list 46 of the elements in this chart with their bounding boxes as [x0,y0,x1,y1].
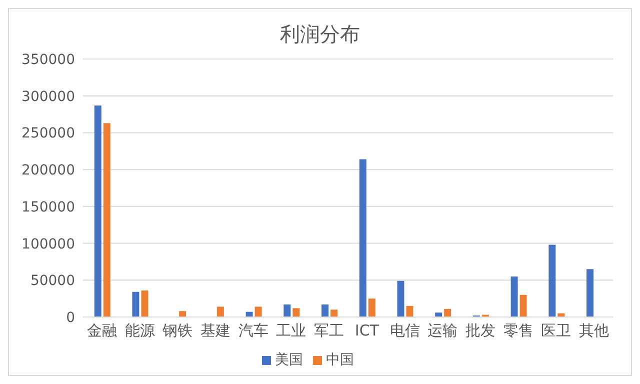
x-tick-label: 金融 [86,322,117,340]
bar [141,290,148,317]
y-tick-label: 250000 [22,126,75,142]
bar [292,308,300,317]
bar [444,308,452,317]
bar [435,312,442,317]
x-tick-label: 基建 [200,322,230,340]
bar [406,306,414,317]
x-tick-label: 能源 [124,322,155,340]
bar [179,311,186,317]
y-tick-label: 100000 [22,236,75,252]
bar [368,298,376,317]
bar [132,292,140,317]
bar [322,304,328,317]
chart-title: 利润分布 [279,21,361,48]
bar [510,276,518,317]
x-tick-label: 零售 [503,322,534,340]
x-tick-label: 军工 [314,322,344,340]
bar [103,123,110,317]
bar [548,244,556,317]
y-tick-label: 300000 [22,88,75,105]
y-tick-label: 0 [66,310,75,326]
y-tick-label: 150000 [22,199,75,216]
bar [520,294,527,317]
bar [330,310,338,317]
bar [397,280,404,317]
x-tick-label: 电信 [390,322,420,340]
bar [586,269,594,317]
y-tick-label: 350000 [22,52,75,68]
legend-label: 美国 [275,352,303,368]
bar [254,306,262,317]
x-tick-label: 批发 [466,322,496,340]
x-tick-label: 运输 [428,322,458,340]
x-tick-label: 其他 [579,322,610,340]
bar [94,105,102,317]
bar [359,159,366,317]
y-tick-label: 50000 [30,273,75,290]
x-tick-label: 钢铁 [162,322,193,340]
x-tick-label: 医卫 [541,322,572,340]
y-tick-label: 200000 [22,162,75,179]
x-tick-label: 工业 [276,322,306,340]
bar [216,306,224,317]
x-tick-label: ICT [354,322,380,340]
bar [284,304,291,317]
x-tick-label: 汽车 [238,322,268,340]
legend-label: 中国 [326,352,354,368]
